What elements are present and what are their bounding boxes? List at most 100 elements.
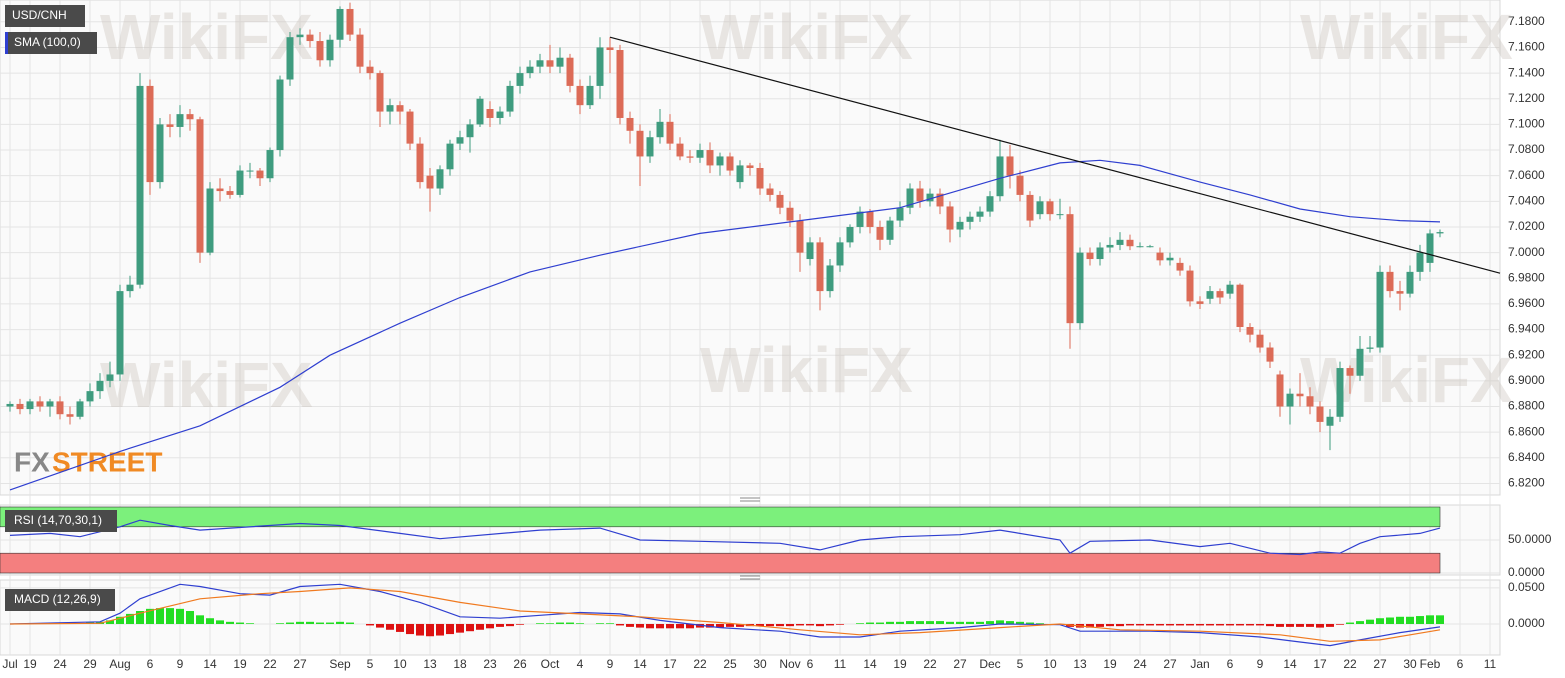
histogram-bar: [576, 623, 584, 624]
histogram-bar: [1246, 623, 1254, 626]
candle-body: [466, 124, 474, 138]
histogram-bar: [336, 621, 344, 624]
histogram-bar: [836, 623, 844, 625]
candle-body: [1236, 284, 1244, 328]
candle-body: [646, 137, 654, 157]
histogram-bar: [476, 623, 484, 630]
y-tick-label: 7.1800: [1508, 14, 1545, 28]
candle-body: [516, 73, 524, 86]
histogram-bar: [1116, 623, 1124, 627]
candle-body: [246, 170, 254, 172]
candle-body: [296, 34, 304, 38]
histogram-bar: [366, 623, 374, 626]
y-tick-label: 6.9200: [1508, 347, 1545, 361]
x-tick-label: Jul: [2, 657, 17, 671]
candle-body: [796, 220, 804, 253]
histogram-bar: [136, 611, 144, 624]
candle-body: [206, 188, 214, 253]
x-tick-label: Oct: [541, 657, 560, 671]
candle-body: [676, 143, 684, 157]
histogram-bar: [1236, 623, 1244, 626]
candle-body: [836, 242, 844, 266]
x-tick-label: 22: [263, 657, 277, 671]
histogram-bar: [896, 621, 904, 624]
y-tick-label: 7.0400: [1508, 194, 1545, 208]
candle-body: [76, 401, 84, 417]
histogram-bar: [1336, 623, 1344, 625]
legend-box: [5, 32, 97, 54]
x-tick-label: 5: [1017, 657, 1024, 671]
candle-body: [806, 242, 814, 260]
rsi-title: RSI (14,70,30,1): [14, 513, 102, 527]
candle-body: [656, 121, 664, 138]
histogram-bar: [1286, 623, 1294, 627]
histogram-bar: [906, 621, 914, 624]
candle-body: [996, 156, 1004, 197]
y-tick-label: 7.1600: [1508, 40, 1545, 54]
candle-body: [1166, 257, 1174, 261]
histogram-bar: [1326, 623, 1334, 627]
histogram-bar: [616, 623, 624, 626]
x-tick-label: 22: [693, 657, 707, 671]
histogram-bar: [1206, 623, 1214, 626]
histogram-bar: [776, 623, 784, 627]
candle-body: [886, 220, 894, 240]
candle-body: [1336, 368, 1344, 417]
histogram-bar: [546, 623, 554, 624]
watermark: WikiFX: [700, 1, 913, 73]
candle-body: [616, 50, 624, 118]
x-tick-label: 29: [83, 657, 97, 671]
candle-body: [1266, 347, 1274, 362]
x-tick-label: 17: [1313, 657, 1327, 671]
histogram-bar: [196, 615, 204, 624]
histogram-bar: [926, 621, 934, 624]
candle-body: [336, 8, 344, 40]
candle-body: [1106, 244, 1114, 248]
candle-body: [1386, 271, 1394, 292]
histogram-bar: [766, 623, 774, 627]
histogram-bar: [226, 621, 234, 624]
candle-body: [196, 119, 204, 253]
indicator-line: [9, 583, 1441, 647]
legend-box: [5, 5, 85, 27]
candle-body: [1436, 232, 1444, 234]
candle-body: [736, 165, 744, 183]
histogram-bar: [1226, 623, 1234, 626]
histogram-bar: [716, 623, 724, 628]
candle-body: [1326, 416, 1334, 426]
x-tick-label: 26: [513, 657, 527, 671]
candle-body: [396, 105, 404, 112]
x-tick-label: 23: [483, 657, 497, 671]
histogram-bar: [1376, 618, 1384, 624]
x-tick-label: 27: [1373, 657, 1387, 671]
candle-body: [16, 403, 24, 410]
candle-body: [1016, 175, 1024, 195]
candle-body: [356, 34, 364, 67]
histogram-bar: [286, 622, 294, 624]
candle-body: [6, 403, 14, 407]
legend-sma: SMA (100,0): [14, 35, 81, 49]
candle-body: [1196, 301, 1204, 304]
histogram-bar: [1436, 615, 1444, 624]
candle-body: [366, 66, 374, 74]
histogram-bar: [1406, 616, 1414, 624]
x-tick-label: 10: [1043, 657, 1057, 671]
histogram-bar: [1086, 623, 1094, 628]
macd-panel: [0, 579, 1501, 656]
candle-body: [306, 34, 314, 42]
candle-body: [716, 156, 724, 166]
histogram-bar: [1396, 616, 1404, 624]
histogram-bar: [316, 622, 324, 624]
x-tick-label: Sep: [329, 657, 351, 671]
histogram-bar: [486, 623, 494, 629]
candle-body: [586, 85, 594, 106]
histogram-bar: [1426, 615, 1434, 624]
candle-body: [766, 188, 774, 195]
indicator-line: [9, 587, 1441, 642]
candle-body: [756, 167, 764, 189]
histogram-bar: [1296, 623, 1304, 627]
x-tick-label: 4: [577, 657, 584, 671]
histogram-bar: [536, 623, 544, 624]
candle-body: [876, 226, 884, 240]
watermark: WikiFX: [1300, 1, 1513, 73]
